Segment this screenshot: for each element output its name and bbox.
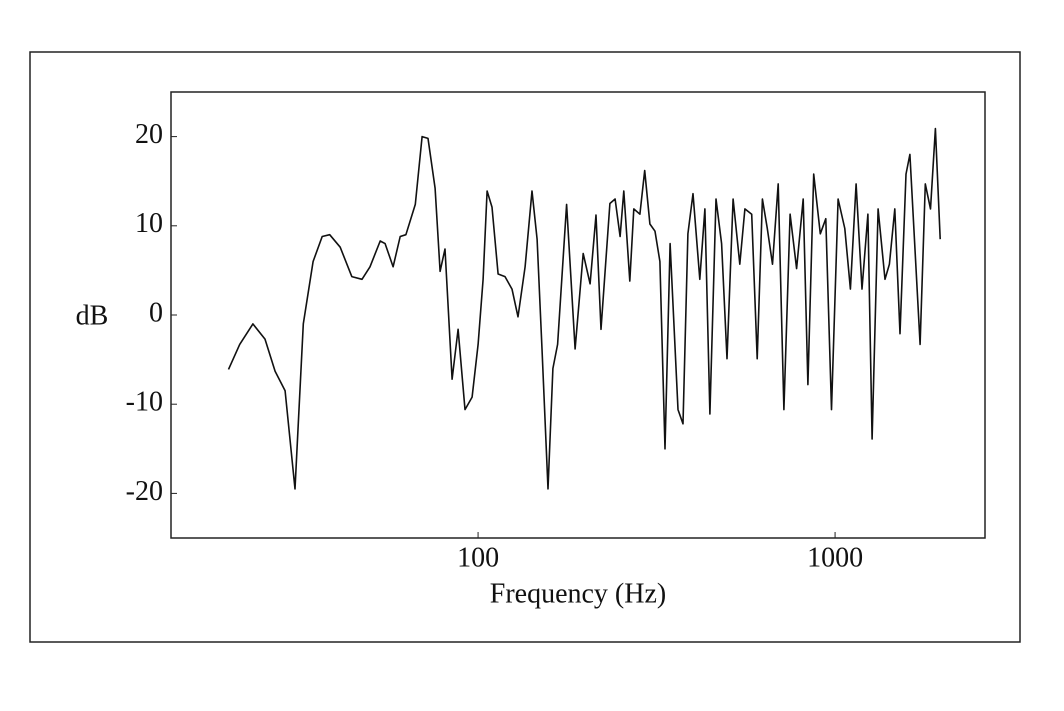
outer-frame xyxy=(29,51,1021,643)
x-tick-label: 100 xyxy=(457,542,499,573)
y-tick-label: -10 xyxy=(126,387,163,418)
y-tick-label: -20 xyxy=(126,476,163,507)
x-axis-label: Frequency (Hz) xyxy=(490,578,666,609)
response-line xyxy=(227,127,941,490)
y-axis-label: dB xyxy=(76,300,109,331)
y-tick-label: 10 xyxy=(135,208,163,239)
x-tick-label: 1000 xyxy=(807,542,863,573)
y-tick-label: 20 xyxy=(135,119,163,150)
y-tick-label: 0 xyxy=(149,297,163,328)
